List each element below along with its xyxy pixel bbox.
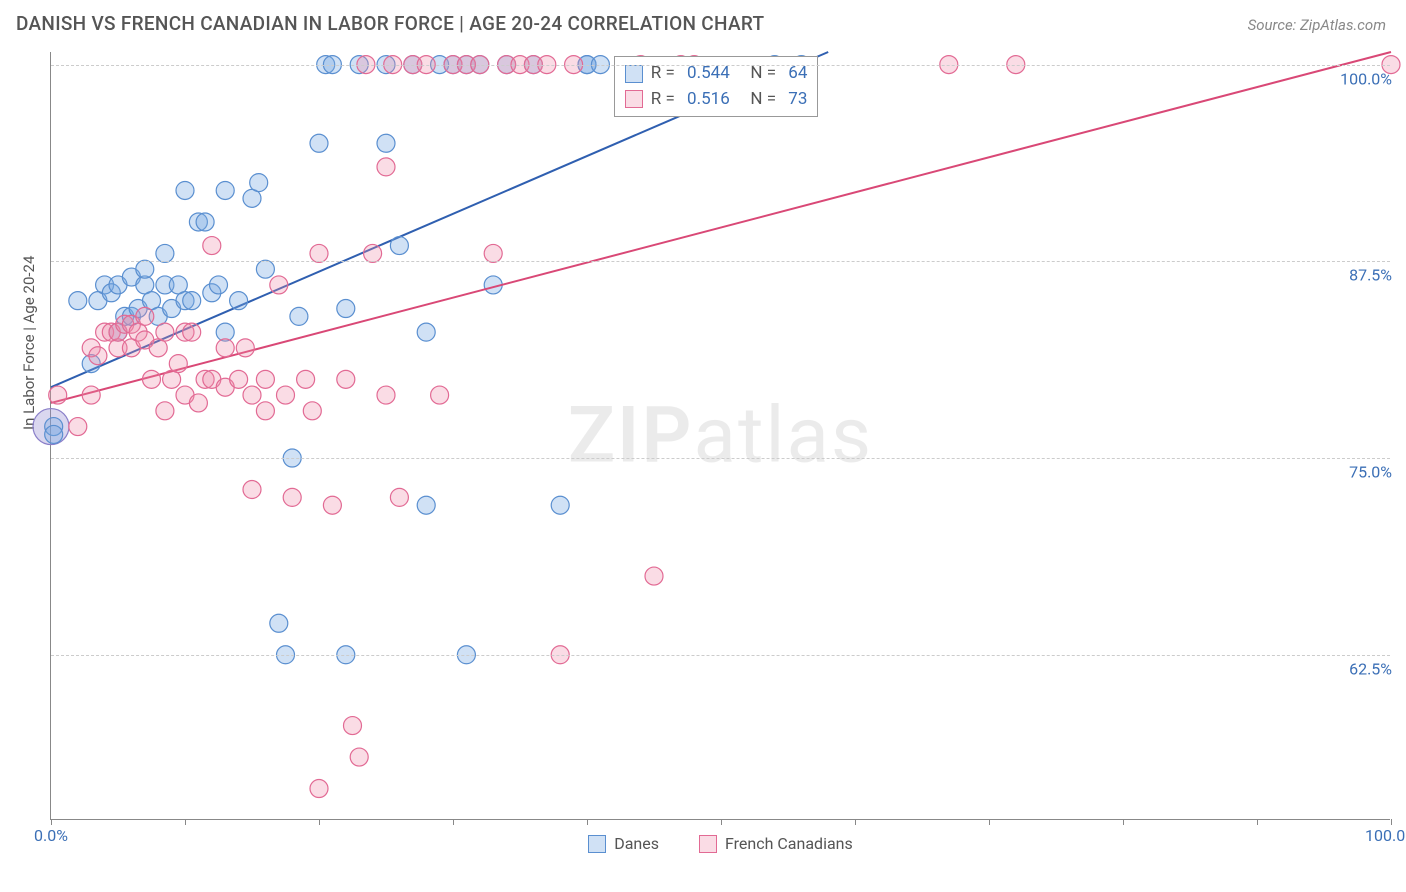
legend-swatch [699, 835, 717, 853]
y-tick-label: 62.5% [1349, 659, 1392, 678]
legend-swatch [625, 65, 643, 83]
x-tick [855, 819, 856, 825]
x-tick-label: 0.0% [34, 826, 68, 845]
series-legend: Danes French Canadians [51, 834, 1390, 853]
x-tick [587, 819, 588, 825]
x-tick [453, 819, 454, 825]
chart-title: DANISH VS FRENCH CANADIAN IN LABOR FORCE… [16, 12, 764, 35]
y-tick-label: 87.5% [1349, 266, 1392, 285]
y-axis-title: In Labor Force | Age 20-24 [20, 256, 38, 430]
x-tick [989, 819, 990, 825]
x-tick-label: 100.0% [1365, 826, 1406, 845]
gridline-h [51, 458, 1390, 459]
gridline-h [51, 261, 1390, 262]
legend-swatch [588, 835, 606, 853]
x-tick [1391, 819, 1392, 825]
legend-item: Danes [588, 834, 659, 853]
gridline-h [51, 655, 1390, 656]
y-tick-label: 75.0% [1349, 463, 1392, 482]
stat-r-label: R = [651, 87, 679, 113]
stat-n-value: 73 [788, 87, 807, 113]
stats-legend-row: R = 0.516 N = 73 [625, 87, 808, 113]
x-tick [1123, 819, 1124, 825]
scatter-svg [51, 52, 1390, 819]
stat-n-label: N = [738, 87, 781, 113]
x-tick [319, 819, 320, 825]
chart-header: DANISH VS FRENCH CANADIAN IN LABOR FORCE… [0, 0, 1406, 41]
stat-r-value: 0.516 [687, 87, 730, 113]
x-tick [1257, 819, 1258, 825]
legend-label: Danes [614, 834, 659, 853]
legend-item: French Canadians [699, 834, 853, 853]
chart-source: Source: ZipAtlas.com [1248, 16, 1386, 34]
x-tick [721, 819, 722, 825]
chart-plot-area: ZIPatlas R = 0.544 N = 64R = 0.516 N = 7… [50, 52, 1390, 820]
gridline-h [51, 65, 1390, 66]
y-tick-label: 100.0% [1340, 69, 1392, 88]
legend-label: French Canadians [725, 834, 853, 853]
x-tick [51, 819, 52, 825]
x-tick [185, 819, 186, 825]
legend-swatch [625, 90, 643, 108]
